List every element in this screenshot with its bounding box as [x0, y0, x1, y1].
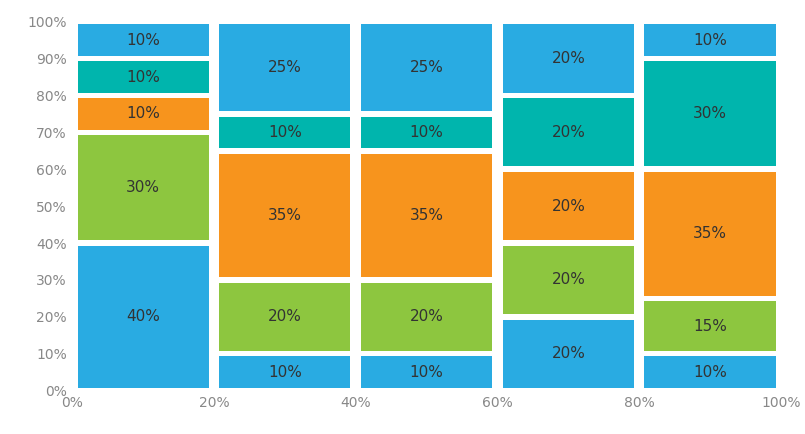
Text: 35%: 35%: [268, 208, 302, 223]
Text: 10%: 10%: [693, 365, 727, 380]
Text: 20%: 20%: [551, 125, 585, 140]
Bar: [220, 356, 350, 388]
Text: 20%: 20%: [268, 309, 302, 324]
Text: 20%: 20%: [551, 273, 585, 287]
Bar: [645, 301, 775, 351]
Text: 20%: 20%: [551, 346, 585, 361]
Bar: [503, 24, 634, 93]
Text: 25%: 25%: [268, 60, 302, 76]
Bar: [78, 24, 208, 56]
Bar: [645, 61, 775, 167]
Bar: [503, 172, 634, 240]
Bar: [645, 24, 775, 56]
Text: 10%: 10%: [268, 365, 302, 380]
Text: 10%: 10%: [693, 33, 727, 48]
Text: 35%: 35%: [693, 226, 727, 241]
Bar: [361, 117, 492, 148]
Bar: [361, 283, 492, 351]
Bar: [78, 135, 208, 240]
Text: 20%: 20%: [551, 51, 585, 66]
Bar: [361, 24, 492, 111]
Text: 10%: 10%: [126, 69, 160, 85]
Bar: [78, 98, 208, 130]
Text: 10%: 10%: [126, 33, 160, 48]
Text: 20%: 20%: [410, 309, 444, 324]
Text: 30%: 30%: [693, 106, 727, 122]
Text: 10%: 10%: [268, 125, 302, 140]
Text: 35%: 35%: [410, 208, 444, 223]
Bar: [220, 117, 350, 148]
Text: 20%: 20%: [551, 199, 585, 214]
Bar: [645, 172, 775, 296]
Bar: [220, 154, 350, 277]
Text: 25%: 25%: [410, 60, 444, 76]
Text: 10%: 10%: [410, 125, 444, 140]
Bar: [503, 98, 634, 167]
Bar: [503, 246, 634, 314]
Text: 15%: 15%: [693, 319, 727, 334]
Text: 40%: 40%: [126, 309, 160, 324]
Text: 30%: 30%: [126, 180, 160, 195]
Bar: [78, 246, 208, 388]
Bar: [361, 356, 492, 388]
Bar: [220, 283, 350, 351]
Text: 10%: 10%: [126, 106, 160, 122]
Bar: [78, 61, 208, 93]
Bar: [361, 154, 492, 277]
Bar: [645, 356, 775, 388]
Text: 10%: 10%: [410, 365, 444, 380]
Bar: [220, 24, 350, 111]
Bar: [503, 319, 634, 388]
